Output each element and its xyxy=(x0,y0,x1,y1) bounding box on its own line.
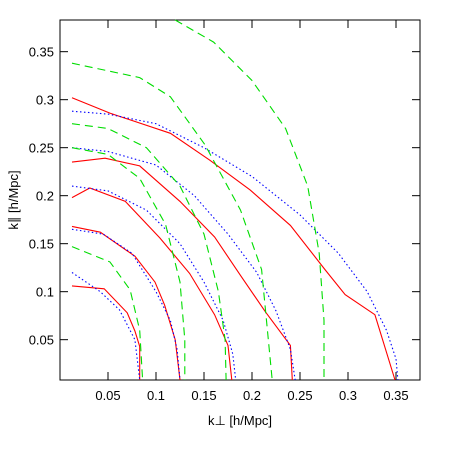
x-tick-label: 0.3 xyxy=(339,388,357,403)
contour-line xyxy=(71,157,293,381)
x-tick-label: 0.35 xyxy=(383,388,408,403)
contour-line xyxy=(71,246,144,381)
plot-frame xyxy=(59,19,421,381)
contour-line xyxy=(174,19,325,380)
y-tick-label: 0.35 xyxy=(29,45,54,60)
x-tick-label: 0.1 xyxy=(147,388,165,403)
contour-line xyxy=(71,123,227,381)
x-tick-label: 0.05 xyxy=(95,388,120,403)
contour-line xyxy=(71,147,186,380)
y-tick-label: 0.05 xyxy=(29,333,54,348)
y-tick-label: 0.25 xyxy=(29,141,54,156)
contour-line xyxy=(71,225,181,381)
contour-line xyxy=(71,187,233,381)
contour-line xyxy=(71,110,399,381)
contour-line xyxy=(71,147,296,381)
contour-line xyxy=(71,272,141,381)
contour-line xyxy=(71,228,181,381)
x-axis-label: k⊥ [h/Mpc] xyxy=(208,413,272,428)
x-tick-label: 0.15 xyxy=(191,388,216,403)
y-tick-label: 0.2 xyxy=(36,189,54,204)
y-tick-label: 0.3 xyxy=(36,93,54,108)
contour-line xyxy=(71,285,141,380)
y-tick-label: 0.15 xyxy=(29,237,54,252)
contour-line xyxy=(71,97,396,381)
y-tick-label: 0.1 xyxy=(36,285,54,300)
contour-line xyxy=(71,185,237,381)
x-tick-label: 0.2 xyxy=(243,388,261,403)
y-axis-label: k∥ [h/Mpc] xyxy=(6,170,21,229)
x-tick-label: 0.25 xyxy=(287,388,312,403)
contour-line xyxy=(71,62,273,381)
